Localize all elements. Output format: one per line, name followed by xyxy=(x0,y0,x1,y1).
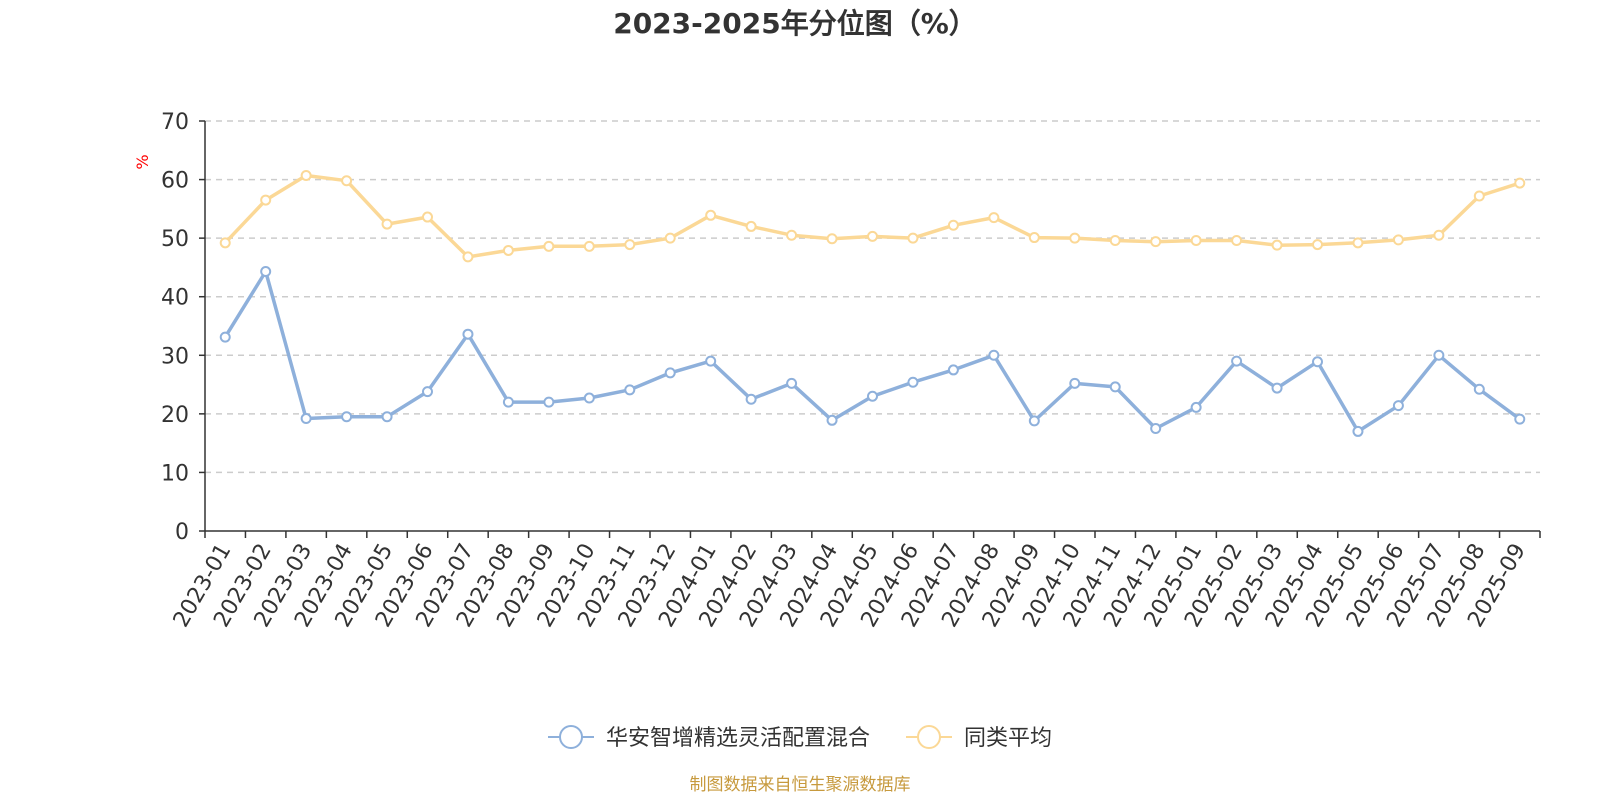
data-point xyxy=(947,364,959,376)
series-lines xyxy=(219,169,1526,437)
y-axis-label: % xyxy=(133,154,152,169)
data-point xyxy=(1312,356,1323,368)
data-point xyxy=(462,328,474,340)
data-point xyxy=(1514,177,1526,189)
data-point xyxy=(300,169,312,181)
legend-label: 华安智增精选灵活配置混合 xyxy=(606,726,870,751)
data-point xyxy=(1028,415,1040,427)
data-point xyxy=(502,396,514,408)
data-point xyxy=(1190,401,1202,413)
x-tick-labels: 2023-012023-022023-032023-042023-052023-… xyxy=(169,540,1531,632)
y-tick-label: 0 xyxy=(175,520,189,545)
series-line xyxy=(223,173,1521,259)
data-point xyxy=(907,376,919,388)
data-point xyxy=(786,377,798,389)
data-point xyxy=(786,229,798,241)
data-point xyxy=(583,392,595,404)
data-point xyxy=(1150,236,1162,248)
data-point xyxy=(624,239,636,251)
series-line xyxy=(223,269,1521,434)
source-note: 制图数据来自恒生聚源数据库 xyxy=(690,775,911,795)
y-tick-label: 40 xyxy=(161,286,189,311)
legend-item[interactable]: 同类平均 xyxy=(906,725,1052,751)
data-point xyxy=(745,393,757,405)
data-point xyxy=(867,390,878,402)
data-point xyxy=(1433,349,1445,361)
data-point xyxy=(705,355,717,367)
y-tick-label: 50 xyxy=(161,227,189,252)
data-point xyxy=(826,414,838,426)
data-point xyxy=(1473,383,1485,395)
y-tick-labels: 0 10 20 30 40 50 60 70 xyxy=(161,110,189,545)
data-point xyxy=(219,237,231,249)
data-point xyxy=(1231,355,1243,367)
data-point xyxy=(1473,190,1485,202)
data-point xyxy=(422,386,433,398)
data-point xyxy=(381,218,393,230)
axes xyxy=(199,120,1541,538)
data-point xyxy=(543,240,555,252)
data-point xyxy=(664,367,676,379)
data-point xyxy=(988,212,1000,224)
legend: 华安智增精选灵活配置混合 同类平均 xyxy=(548,725,1052,751)
data-point xyxy=(1231,234,1243,246)
data-point xyxy=(1433,229,1445,241)
legend-circle-symbol xyxy=(917,725,941,749)
y-tick-label: 70 xyxy=(161,110,189,135)
data-point xyxy=(867,230,878,242)
y-tick-label: 20 xyxy=(161,403,189,428)
y-tick-label: 30 xyxy=(161,344,189,369)
data-point xyxy=(543,396,555,408)
data-point xyxy=(1514,413,1526,425)
data-point xyxy=(1109,234,1121,246)
data-point xyxy=(705,209,717,221)
data-point xyxy=(1190,234,1202,246)
data-point xyxy=(1352,237,1364,249)
legend-label: 同类平均 xyxy=(964,726,1052,751)
data-point xyxy=(664,232,676,244)
data-point xyxy=(462,251,474,263)
data-point xyxy=(907,232,919,244)
series-group xyxy=(219,169,1526,263)
data-point xyxy=(1028,232,1040,244)
data-point xyxy=(502,244,514,256)
data-point xyxy=(341,175,353,187)
chart-title: 2023-2025年分位图（%） xyxy=(613,7,977,40)
data-point xyxy=(1352,425,1364,437)
y-tick-label: 60 xyxy=(161,169,189,194)
data-point xyxy=(260,266,272,278)
data-point xyxy=(1392,234,1404,246)
data-point xyxy=(745,220,757,232)
data-point xyxy=(341,411,353,423)
data-point xyxy=(381,411,393,423)
data-point xyxy=(260,194,272,206)
data-point xyxy=(1271,239,1283,251)
legend-item[interactable]: 华安智增精选灵活配置混合 xyxy=(548,725,870,751)
data-point xyxy=(988,349,1000,361)
data-point xyxy=(583,240,595,252)
data-point xyxy=(947,219,959,231)
series-group xyxy=(219,266,1526,437)
legend-circle-symbol xyxy=(559,725,583,749)
data-point xyxy=(1150,423,1162,434)
data-point xyxy=(300,413,312,425)
data-point xyxy=(1069,232,1081,244)
y-tick-label: 10 xyxy=(161,461,189,486)
data-point xyxy=(1069,377,1081,389)
data-point xyxy=(1392,400,1404,412)
data-point xyxy=(1109,381,1121,393)
data-point xyxy=(422,211,433,223)
data-point xyxy=(219,331,231,343)
data-point xyxy=(1312,239,1323,251)
data-point xyxy=(624,384,636,396)
data-point xyxy=(826,233,838,245)
grid-lines xyxy=(205,120,1540,474)
data-point xyxy=(1271,382,1283,394)
